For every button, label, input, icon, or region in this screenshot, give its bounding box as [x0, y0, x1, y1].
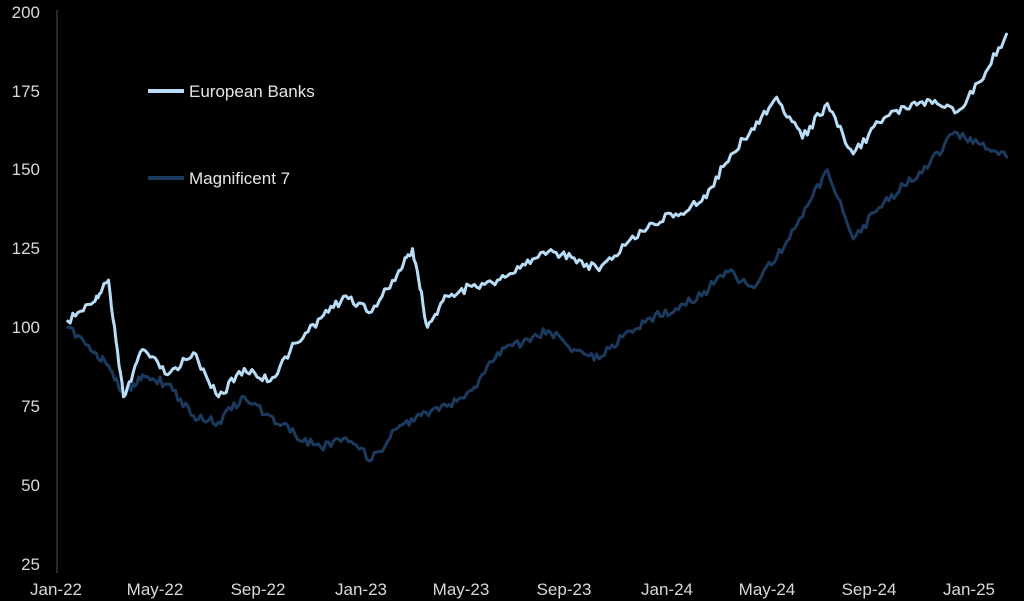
- x-axis: Jan-22 May-22 Sep-22 Jan-23 May-23 Sep-2…: [30, 580, 995, 599]
- y-tick-label: 75: [21, 397, 40, 416]
- y-tick-label: 150: [12, 160, 40, 179]
- x-tick-label: Jan-25: [943, 580, 995, 599]
- y-tick-label: 200: [12, 3, 40, 22]
- x-tick-label: Sep-24: [842, 580, 897, 599]
- y-tick-label: 50: [21, 476, 40, 495]
- y-tick-label: 175: [12, 82, 40, 101]
- series-line-magnificent-7: [66, 130, 1008, 463]
- x-tick-label: May-23: [433, 580, 490, 599]
- legend-label-magnificent-7: Magnificent 7: [189, 169, 290, 188]
- series-group: [66, 32, 1008, 463]
- x-tick-label: Sep-23: [537, 580, 592, 599]
- x-tick-label: Jan-23: [335, 580, 387, 599]
- y-tick-label: 100: [12, 318, 40, 337]
- x-tick-label: Jan-24: [641, 580, 693, 599]
- x-tick-label: Sep-22: [231, 580, 286, 599]
- legend-label-european-banks: European Banks: [189, 82, 315, 101]
- y-tick-label: 25: [21, 555, 40, 574]
- x-tick-label: May-22: [127, 580, 184, 599]
- x-tick-label: Jan-22: [30, 580, 82, 599]
- y-tick-label: 125: [12, 239, 40, 258]
- y-axis: 25 50 75 100 125 150 175 200: [12, 3, 40, 574]
- x-tick-label: May-24: [739, 580, 796, 599]
- series-line-european-banks: [66, 32, 1008, 399]
- legend: European Banks Magnificent 7: [148, 82, 315, 188]
